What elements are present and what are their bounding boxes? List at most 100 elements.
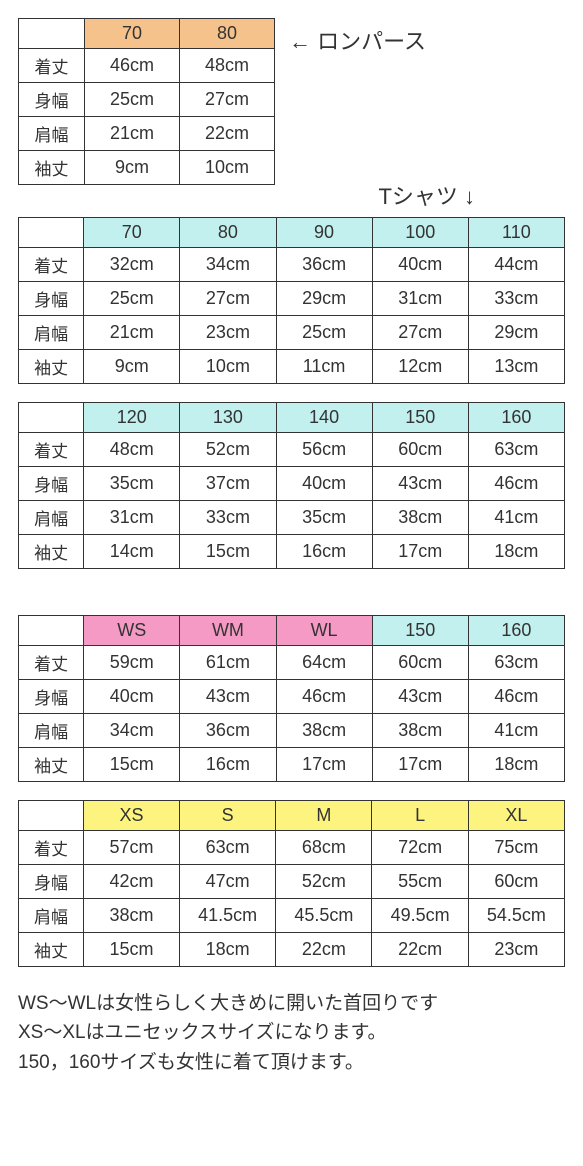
unisex-table: XSSMLXL着丈57cm63cm68cm72cm75cm身幅42cm47cm5… xyxy=(18,800,565,967)
table-cell: 52cm xyxy=(276,865,372,899)
table-cell: 54.5cm xyxy=(468,899,564,933)
table-cell: 40cm xyxy=(84,680,180,714)
table-cell: 22cm xyxy=(276,933,372,967)
table-row-label: 肩幅 xyxy=(19,899,84,933)
table-cell: 21cm xyxy=(84,316,180,350)
table-cell: 72cm xyxy=(372,831,468,865)
table-cell: 17cm xyxy=(372,535,468,569)
table-cell: 22cm xyxy=(180,117,275,151)
table-cell: 41cm xyxy=(468,501,564,535)
footer-notes: WS～WLは女性らしく大きめに開いた首回りです XS～XLはユニセックスサイズに… xyxy=(18,989,565,1077)
womens-table: WSWMWL150160着丈59cm61cm64cm60cm63cm身幅40cm… xyxy=(18,615,565,782)
table-row-label: 肩幅 xyxy=(19,117,85,151)
table-cell: 31cm xyxy=(84,501,180,535)
table-cell: 18cm xyxy=(468,535,564,569)
table-cell: 25cm xyxy=(85,83,180,117)
table-cell: 60cm xyxy=(372,646,468,680)
table-cell: 38cm xyxy=(372,501,468,535)
table-row-label: 身幅 xyxy=(19,680,84,714)
table-cell: 10cm xyxy=(180,151,275,185)
table-header: 160 xyxy=(468,403,564,433)
table-header: 70 xyxy=(85,19,180,49)
table-cell: 16cm xyxy=(276,535,372,569)
table-cell: 27cm xyxy=(180,83,275,117)
table-cell: 22cm xyxy=(372,933,468,967)
table-header: 150 xyxy=(372,403,468,433)
table-cell: 15cm xyxy=(84,748,180,782)
table-cell: 43cm xyxy=(372,680,468,714)
table-row-label: 肩幅 xyxy=(19,501,84,535)
table-cell: 16cm xyxy=(180,748,276,782)
table-cell: 34cm xyxy=(180,248,276,282)
table-cell: 11cm xyxy=(276,350,372,384)
table-cell: 9cm xyxy=(85,151,180,185)
table-cell: 42cm xyxy=(84,865,180,899)
table-cell: 41.5cm xyxy=(179,899,275,933)
table-cell: 38cm xyxy=(372,714,468,748)
table-cell: 46cm xyxy=(468,467,564,501)
table-row-label: 袖丈 xyxy=(19,350,84,384)
table-cell: 15cm xyxy=(180,535,276,569)
table-cell: 55cm xyxy=(372,865,468,899)
table-row-label: 肩幅 xyxy=(19,316,84,350)
table-cell: 25cm xyxy=(84,282,180,316)
table-cell: 10cm xyxy=(180,350,276,384)
table-cell: 29cm xyxy=(276,282,372,316)
table-cell: 46cm xyxy=(468,680,564,714)
table-cell: 27cm xyxy=(372,316,468,350)
table-row-label: 着丈 xyxy=(19,49,85,83)
table-cell: 21cm xyxy=(85,117,180,151)
table-cell: 64cm xyxy=(276,646,372,680)
table-cell: 75cm xyxy=(468,831,564,865)
table-header: 110 xyxy=(468,218,564,248)
table-cell: 43cm xyxy=(372,467,468,501)
table-row-label: 肩幅 xyxy=(19,714,84,748)
table-cell: 63cm xyxy=(468,433,564,467)
rompers-table: 7080着丈46cm48cm身幅25cm27cm肩幅21cm22cm袖丈9cm1… xyxy=(18,18,275,185)
table-cell: 9cm xyxy=(84,350,180,384)
table-cell: 18cm xyxy=(179,933,275,967)
table-cell: 52cm xyxy=(180,433,276,467)
table-row-label: 着丈 xyxy=(19,433,84,467)
footer-line-3: 150，160サイズも女性に着て頂けます。 xyxy=(18,1048,565,1077)
table-cell: 38cm xyxy=(276,714,372,748)
table-cell: 41cm xyxy=(468,714,564,748)
table-cell: 38cm xyxy=(84,899,180,933)
table-row-label: 身幅 xyxy=(19,282,84,316)
table-cell: 35cm xyxy=(84,467,180,501)
table-row-label: 身幅 xyxy=(19,467,84,501)
table-cell: 36cm xyxy=(180,714,276,748)
table-cell: 12cm xyxy=(372,350,468,384)
table-cell: 56cm xyxy=(276,433,372,467)
table-cell: 18cm xyxy=(468,748,564,782)
table-cell: 44cm xyxy=(468,248,564,282)
table-header: M xyxy=(276,801,372,831)
table-cell: 63cm xyxy=(179,831,275,865)
table-cell: 48cm xyxy=(180,49,275,83)
table-header: 160 xyxy=(468,616,564,646)
table-cell: 33cm xyxy=(180,501,276,535)
table-header: XL xyxy=(468,801,564,831)
table-header: WS xyxy=(84,616,180,646)
table-row-label: 袖丈 xyxy=(19,535,84,569)
table-header: 100 xyxy=(372,218,468,248)
table-cell: 43cm xyxy=(180,680,276,714)
table-cell: 40cm xyxy=(276,467,372,501)
table-cell: 48cm xyxy=(84,433,180,467)
table-row-label: 袖丈 xyxy=(19,748,84,782)
table-cell: 46cm xyxy=(85,49,180,83)
table-cell: 40cm xyxy=(372,248,468,282)
rompers-section: 7080着丈46cm48cm身幅25cm27cm肩幅21cm22cm袖丈9cm1… xyxy=(18,18,565,185)
table-row-label: 身幅 xyxy=(19,865,84,899)
table-header: 140 xyxy=(276,403,372,433)
table-cell: 15cm xyxy=(84,933,180,967)
table-header: WM xyxy=(180,616,276,646)
table-row-label: 袖丈 xyxy=(19,151,85,185)
table-header: L xyxy=(372,801,468,831)
table-cell: 61cm xyxy=(180,646,276,680)
table-cell: 35cm xyxy=(276,501,372,535)
table-header: 130 xyxy=(180,403,276,433)
table-cell: 17cm xyxy=(372,748,468,782)
table-cell: 57cm xyxy=(84,831,180,865)
table-row-label: 袖丈 xyxy=(19,933,84,967)
